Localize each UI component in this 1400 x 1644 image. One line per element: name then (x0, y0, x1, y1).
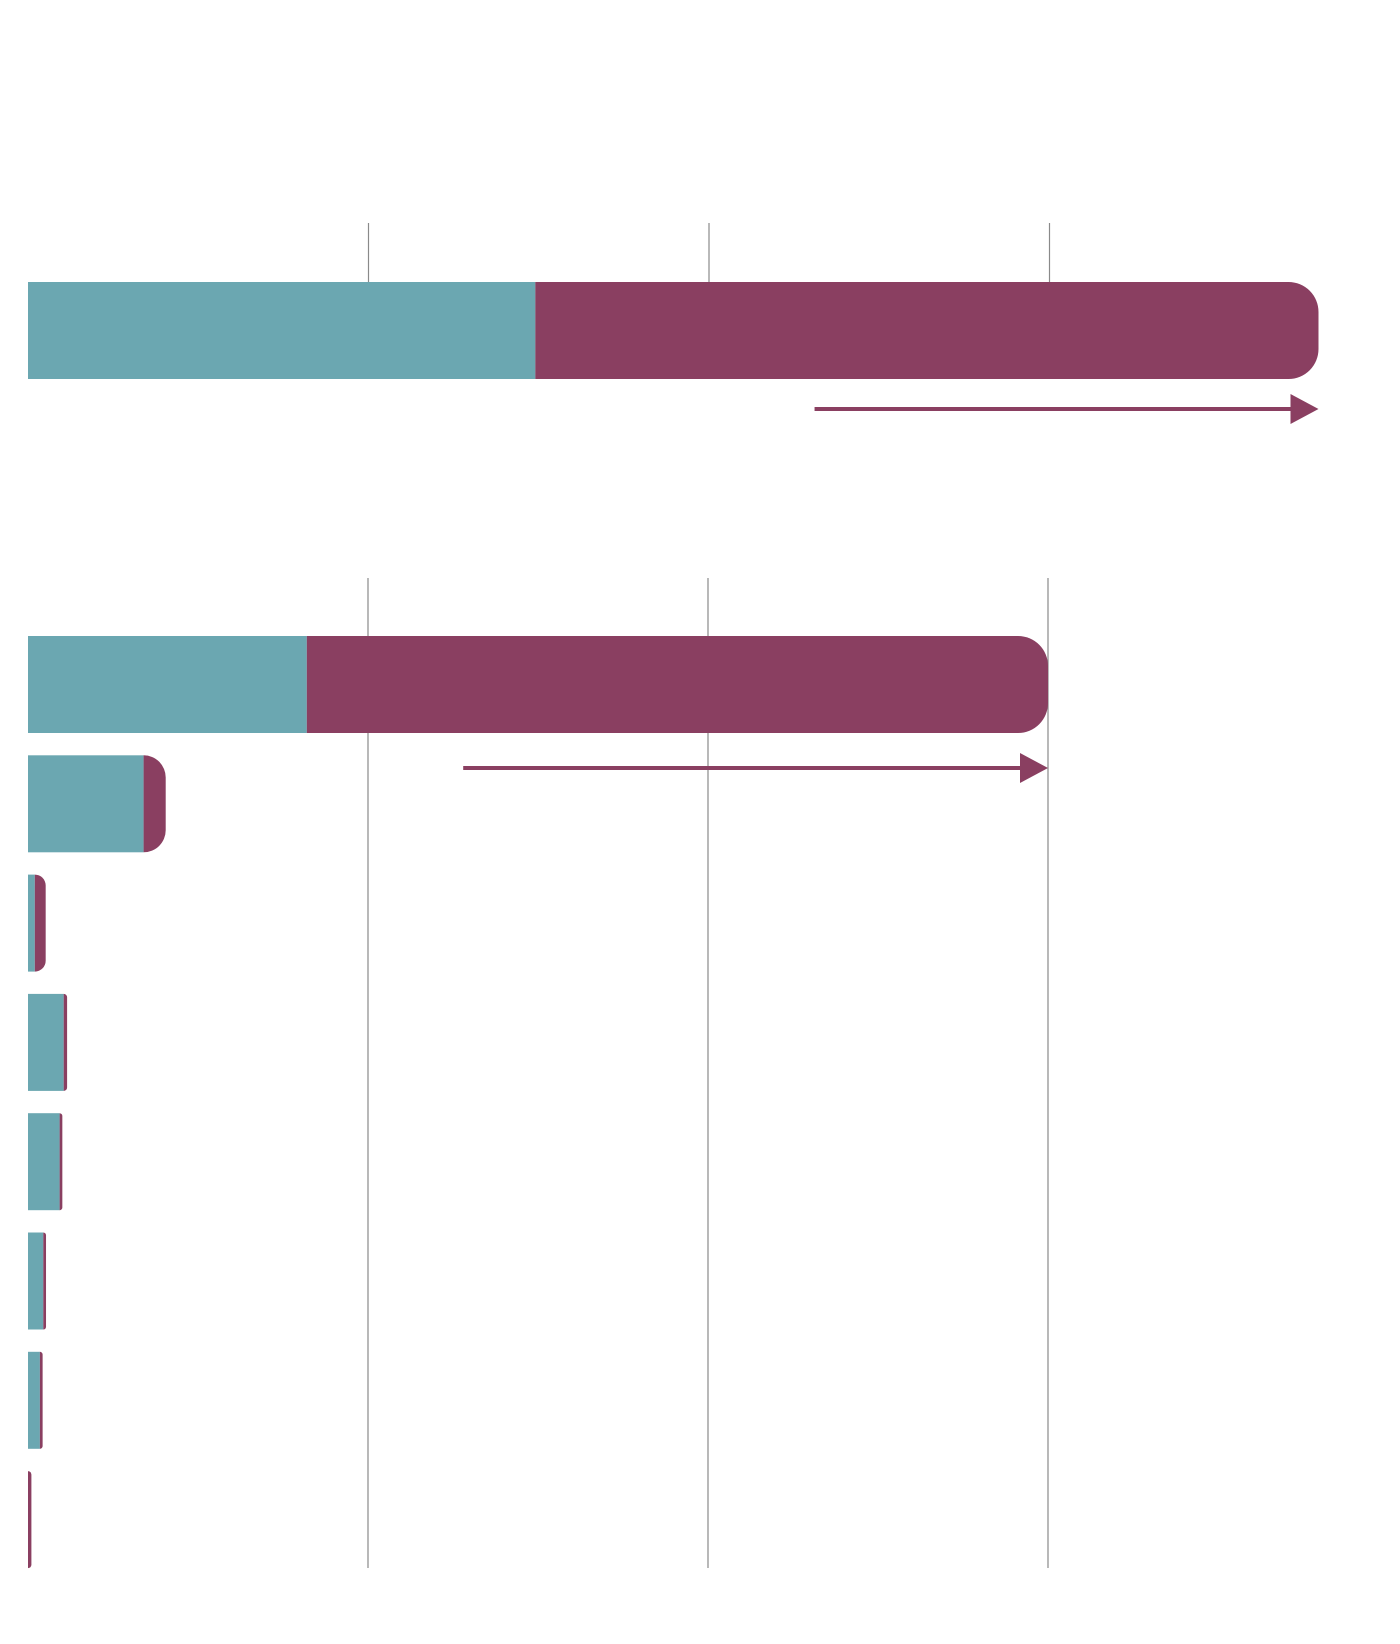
bar-segment-b-1 (306, 636, 1048, 733)
bar-segment-a-4 (28, 993, 64, 1091)
chart-panel-1 (28, 223, 1319, 424)
bar-segment-a-6 (28, 1232, 44, 1330)
bar-segment-b-2 (143, 755, 166, 853)
bar-segment-a-1 (28, 636, 307, 733)
chart-panel-2 (28, 578, 1049, 1569)
annotation-arrow-head (1020, 753, 1048, 783)
bar-segment-b-5 (59, 1113, 63, 1211)
bar-segment-b-8 (28, 1471, 32, 1569)
bar-segment-b-1 (535, 282, 1319, 379)
bar-segment-b-6 (43, 1232, 47, 1330)
annotation-arrow-head (1290, 394, 1319, 424)
bar-segment-a-2 (28, 755, 144, 853)
bar-segment-a-3 (28, 874, 35, 972)
bar-segment-b-4 (63, 993, 68, 1091)
bar-segment-a-1 (28, 282, 536, 379)
bar-segment-b-3 (34, 874, 46, 972)
bar-segment-a-5 (28, 1113, 60, 1211)
bar-segment-b-7 (39, 1351, 43, 1449)
bar-segment-a-7 (28, 1351, 40, 1449)
